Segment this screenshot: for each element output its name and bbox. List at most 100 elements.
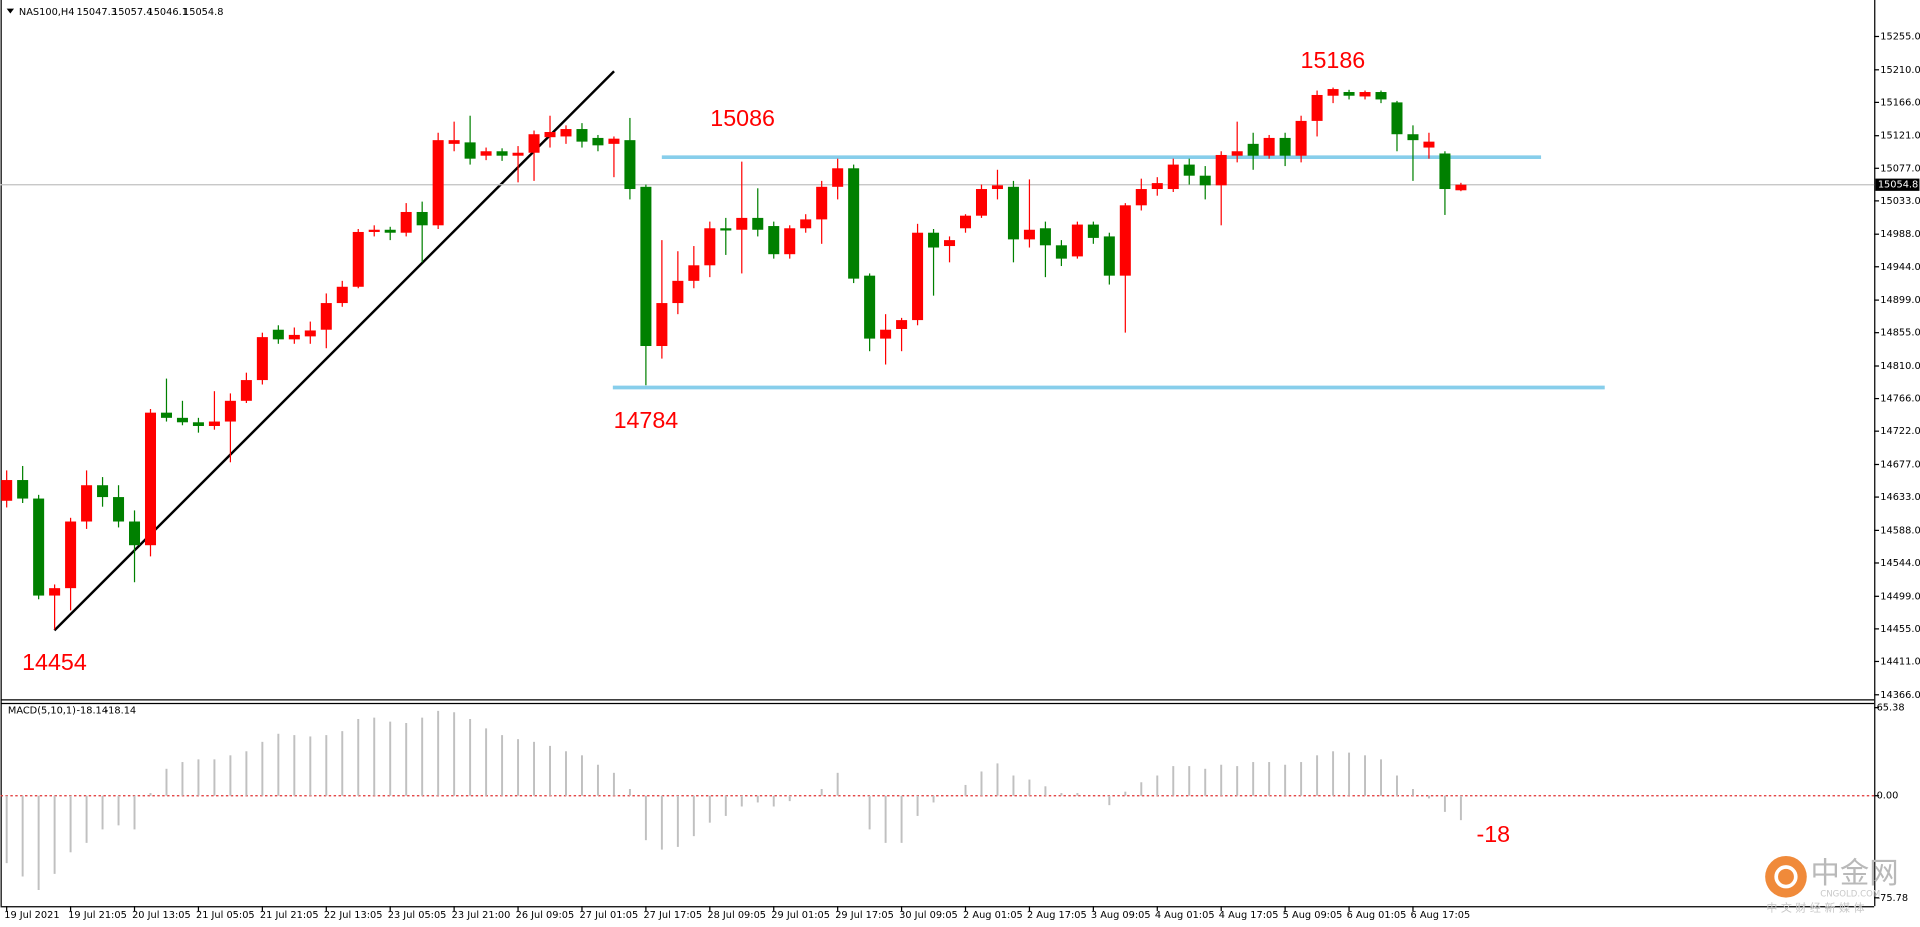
candle-body [129,521,141,546]
x-tick-label: 28 Jul 09:05 [707,910,766,921]
candle-body [1439,153,1451,190]
candle-body [400,211,412,233]
x-tick-label: 5 Aug 09:05 [1283,910,1343,921]
candle-body [1135,189,1147,206]
x-tick-label: 26 Jul 09:05 [516,910,575,921]
x-tick-label: 23 Jul 21:00 [452,910,511,921]
candle-body [320,303,332,330]
candle-body [1375,92,1387,100]
y-tick-label: 15210.0 [1880,65,1920,76]
x-tick-label: 29 Jul 17:05 [835,910,894,921]
annotation: 14784 [614,407,679,433]
y-tick-label: 0.00 [1877,791,1899,802]
candle-body [528,134,540,153]
price-tag [1875,178,1920,191]
candle-body [928,232,940,248]
candle-body [848,168,860,279]
candle-body [49,588,61,596]
candle-body [576,129,588,142]
candle-body [1359,92,1371,97]
y-tick-label: -75.78 [1877,893,1909,904]
watermark-title: 中金网 [1810,856,1898,890]
candle-body [272,329,284,340]
candle-body [688,265,700,281]
y-tick-label: 14944.0 [1880,262,1920,273]
y-tick-label: 15166.0 [1880,97,1920,108]
candle-body [1119,205,1131,276]
candle-body [368,229,380,232]
candle-body [1167,164,1179,190]
y-tick-label: 15121.0 [1880,131,1920,142]
y-tick-label: 65.38 [1877,703,1905,714]
candle-body [1263,137,1275,156]
candle-body [1071,224,1083,257]
candle-body [656,303,668,347]
candle-body [784,228,796,255]
candle-body [880,329,892,339]
x-tick-label: 6 Aug 01:05 [1347,910,1407,921]
x-tick-label: 22 Jul 13:05 [324,910,383,921]
candle-body [352,231,364,287]
x-tick-label: 19 Jul 21:05 [68,910,127,921]
x-tick-label: 29 Jul 01:05 [771,910,830,921]
x-tick-label: 2 Aug 17:05 [1027,910,1087,921]
candle-body [975,189,988,216]
x-tick-label: 27 Jul 17:05 [643,910,702,921]
watermark-tagline: 中 文 财 经 新 媒 体 [1766,901,1864,915]
candle-body [416,211,428,226]
candle-body [81,485,93,522]
candle-body [1151,183,1163,190]
candle-body [608,138,620,144]
y-tick-label: 14810.0 [1880,361,1920,372]
candle-body [1327,89,1339,96]
candle-body [1279,137,1291,156]
candle-body [1231,151,1243,156]
candle-body [1423,141,1435,148]
candle-body [800,219,812,229]
y-tick-label: 14855.0 [1880,328,1920,339]
x-tick-label: 27 Jul 01:05 [580,910,639,921]
candle-body [384,229,396,233]
y-tick-label: 14588.0 [1880,525,1920,536]
candle-body [336,286,348,304]
candle-body [160,412,172,418]
candle-body [1,480,13,501]
candle-body [240,380,252,401]
annotation: 15186 [1301,47,1366,73]
annotation: -18 [1476,821,1510,847]
y-tick-label: 14366.0 [1880,690,1920,701]
header-close: 15054.8 [183,7,223,18]
y-tick-label: 14722.0 [1880,426,1920,437]
candle-body [464,142,476,159]
y-tick-label: 14677.0 [1880,459,1920,470]
candle-body [1215,154,1227,186]
x-tick-label: 2 Aug 01:05 [963,910,1023,921]
candle-body [144,412,157,546]
candle-body [192,422,204,426]
x-tick-label: 19 Jul 2021 [4,910,59,921]
candle-body [912,232,924,321]
macd-value: -18.14 [76,705,108,716]
macd-signal: -18.14 [105,705,137,716]
candle-body [560,129,572,137]
candle-body [991,185,1003,190]
annotation: 15086 [710,105,775,131]
candle-body [832,168,844,187]
candle-body [1247,143,1259,156]
y-tick-label: 14988.0 [1880,229,1920,240]
menu-arrow[interactable] [6,8,15,14]
candle-body [1391,102,1403,135]
candle-body [176,417,188,423]
candle-body [624,140,636,190]
candle-body [496,151,508,156]
candle-body [1023,229,1035,240]
x-tick-label: 3 Aug 09:05 [1091,910,1151,921]
x-tick-label: 21 Jul 21:05 [260,910,319,921]
candle-body [720,228,732,231]
candle-body [448,140,460,144]
y-tick-label: 14899.0 [1880,295,1920,306]
candle-body [432,140,444,226]
x-tick-label: 23 Jul 05:05 [388,910,447,921]
